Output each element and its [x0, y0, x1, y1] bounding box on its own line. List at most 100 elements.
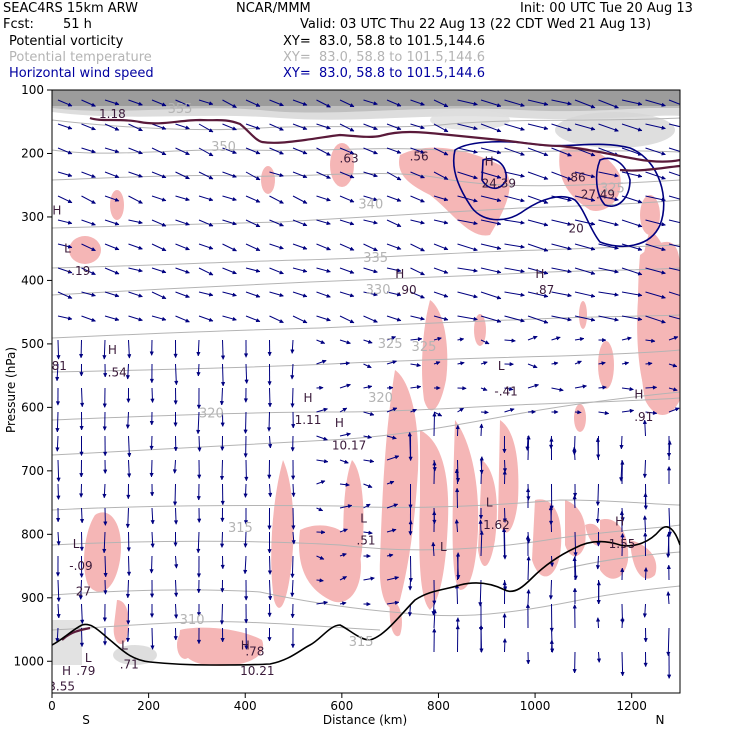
wind-arrow-head — [67, 220, 73, 225]
wind-arrow-head — [125, 424, 131, 430]
wind-arrow-head — [138, 101, 144, 106]
wind-arrow-head — [394, 600, 400, 605]
theta-contour-label: 315 — [228, 521, 253, 536]
plot-frame — [51, 89, 681, 694]
wind-arrow-head — [102, 355, 107, 360]
wind-arrow-head — [443, 127, 449, 132]
wind-arrow-head — [290, 573, 295, 579]
wind-arrow-head — [661, 151, 667, 156]
wind-arrow-head — [244, 645, 249, 650]
wind-arrow-head — [56, 597, 61, 603]
wind-arrow-head — [629, 408, 635, 414]
wind-arrow-head — [290, 613, 295, 619]
wind-arrow-head — [420, 149, 426, 154]
wind-arrow-head — [373, 197, 379, 202]
wind-arrow-head — [391, 528, 397, 533]
wind-arrow-head — [416, 362, 422, 368]
wind-arrow-head — [220, 382, 226, 387]
wind-arrow-head — [543, 247, 549, 252]
wind-arrow-head — [320, 339, 326, 344]
wind-arrow-head — [173, 542, 178, 547]
wind-arrow-head — [432, 608, 437, 614]
wind-arrow-head — [496, 128, 502, 133]
wind-arrow-head — [138, 293, 144, 298]
theta-contour-label: 310 — [180, 613, 205, 628]
y-tick-label: 300 — [21, 210, 44, 224]
pv-extremum-label: .79 — [76, 664, 95, 678]
wind-arrow-head — [473, 268, 479, 273]
wind-arrow-head — [473, 316, 479, 321]
wind-arrow-head — [291, 492, 296, 498]
wind-arrow-head — [637, 316, 643, 322]
pv-extremum-label: .63 — [340, 152, 359, 166]
y-tick-label: 500 — [21, 337, 44, 351]
wind-arrow-head — [520, 151, 526, 156]
wind-arrow-head — [661, 102, 667, 107]
wind-arrow-head — [149, 378, 155, 384]
field-wind-xy: XY= 83.0, 58.8 to 101.5,144.6 — [283, 66, 486, 81]
wind-arrow-head — [185, 175, 191, 179]
wind-arrow-head — [473, 220, 479, 226]
wind-arrow-head — [114, 316, 120, 322]
wind-arrow-head — [91, 292, 97, 297]
wind-arrow-head — [114, 149, 120, 154]
wind-arrow-head — [478, 514, 484, 520]
wind-arrow-head — [196, 548, 201, 554]
wind-arrow-head — [420, 174, 426, 179]
theta-contour-label: 320 — [199, 407, 224, 422]
wind-arrow-head — [126, 620, 131, 625]
wind-arrow-head — [102, 403, 107, 408]
wind-arrow-head — [291, 525, 296, 530]
wind-arrow-head — [520, 126, 526, 131]
wind-arrow-head — [326, 197, 332, 202]
wind-arrow-head — [620, 532, 625, 538]
wind-arrow-head — [208, 197, 214, 202]
wind-arrow-head — [432, 460, 437, 466]
y-tick-label: 1000 — [13, 654, 44, 668]
wind-arrow-head — [642, 473, 648, 479]
wind-arrow-head — [496, 295, 502, 300]
wind-arrow-head — [396, 149, 402, 154]
wind-arrow-head — [366, 364, 372, 368]
wind-arrow-head — [56, 355, 61, 360]
wind-arrow-head — [149, 472, 154, 478]
wind-arrow-head — [416, 384, 422, 390]
y-axis-label: Pressure (hPa) — [4, 347, 18, 433]
wind-arrow-head — [255, 102, 261, 107]
wind-arrow-head — [370, 576, 375, 581]
wind-arrow-head — [79, 451, 84, 457]
wind-arrow-head — [341, 601, 347, 606]
wind-arrow-head — [243, 543, 248, 548]
pv-extremum-label: 1.11 — [295, 413, 322, 427]
wind-arrow-head — [138, 220, 144, 225]
wind-arrow-head — [208, 222, 214, 227]
wind-arrow-head — [349, 221, 355, 226]
wind-arrow-head — [443, 316, 449, 321]
wind-arrow-head — [502, 580, 507, 586]
wind-arrow-head — [67, 294, 73, 299]
wind-arrow-head — [150, 520, 155, 525]
wind-arrow-head — [138, 317, 144, 322]
wind-arrow-head — [232, 173, 238, 178]
wind-arrow-head — [208, 317, 214, 322]
wind-arrow-head — [244, 619, 249, 624]
wind-arrow-head — [255, 293, 261, 298]
wind-arrow-head — [637, 292, 643, 297]
wind-arrow-head — [590, 197, 596, 202]
wind-arrow-head — [496, 197, 502, 203]
wind-arrow-head — [567, 293, 573, 298]
wind-arrow-head — [232, 126, 238, 131]
forecast-label: Fcst: — [3, 17, 34, 32]
wind-arrow-head — [103, 590, 108, 595]
wind-arrow-head — [125, 637, 131, 643]
wind-arrow-head — [344, 459, 349, 464]
wind-arrow-head — [420, 125, 426, 130]
wind-arrow-head — [127, 354, 132, 359]
wind-arrow-head — [502, 612, 507, 618]
wind-arrow-head — [267, 525, 272, 531]
wind-arrow-head — [79, 402, 85, 408]
wind-arrow-head — [496, 269, 502, 274]
wind-arrow-head — [185, 197, 191, 202]
theta-labels: 355 350 340 335 330 325 325 320 320 315 310 315 325 — [168, 102, 625, 650]
wind-arrow-head — [673, 336, 679, 341]
